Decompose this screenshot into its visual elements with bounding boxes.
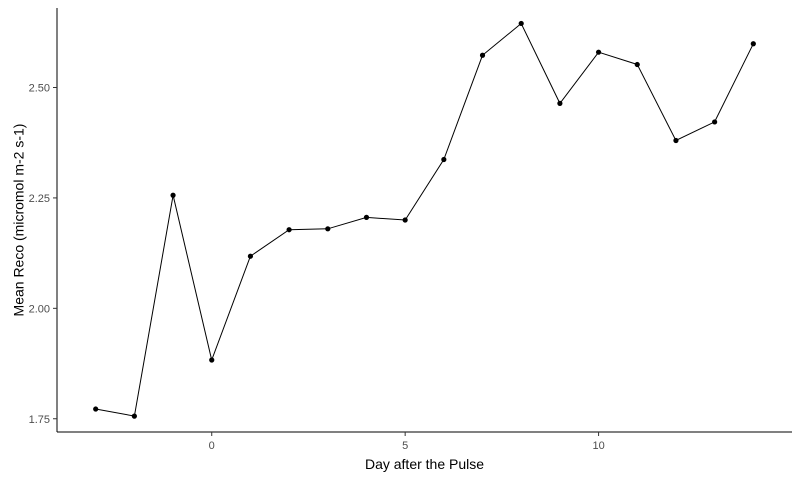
y-axis-title: Mean Reco (micromol m-2 s-1): [11, 124, 27, 317]
data-points: [93, 20, 756, 419]
data-point: [750, 41, 756, 47]
data-point: [402, 217, 408, 223]
x-tick-label: 5: [402, 440, 408, 452]
data-point: [595, 49, 602, 55]
y-tick-label: 2.25: [29, 193, 50, 205]
data-point: [170, 192, 176, 198]
data-point: [363, 214, 370, 220]
data-point: [557, 100, 563, 106]
data-point: [518, 20, 524, 27]
x-tick-label: 10: [592, 440, 604, 452]
data-point: [209, 357, 215, 363]
data-point: [93, 406, 99, 412]
data-point: [325, 226, 331, 232]
data-point: [479, 52, 486, 58]
data-point: [286, 227, 292, 233]
y-tick-label: 2.50: [29, 83, 50, 95]
plot-area: 0 5 10 1.75 2.00 2.25 2.50: [29, 8, 792, 452]
y-axis-ticks: 1.75 2.00 2.25 2.50: [29, 83, 57, 426]
data-point: [634, 61, 640, 68]
data-point: [131, 413, 137, 419]
data-point: [673, 137, 679, 144]
y-tick-label: 1.75: [29, 414, 50, 426]
y-tick-label: 2.00: [29, 303, 50, 315]
x-tick-label: 0: [209, 440, 215, 452]
data-point: [247, 253, 254, 259]
data-point: [441, 156, 447, 163]
x-axis-title: Day after the Pulse: [365, 456, 484, 472]
data-point: [712, 119, 718, 125]
x-axis-ticks: 0 5 10: [209, 432, 605, 452]
series-line: [95, 22, 754, 417]
